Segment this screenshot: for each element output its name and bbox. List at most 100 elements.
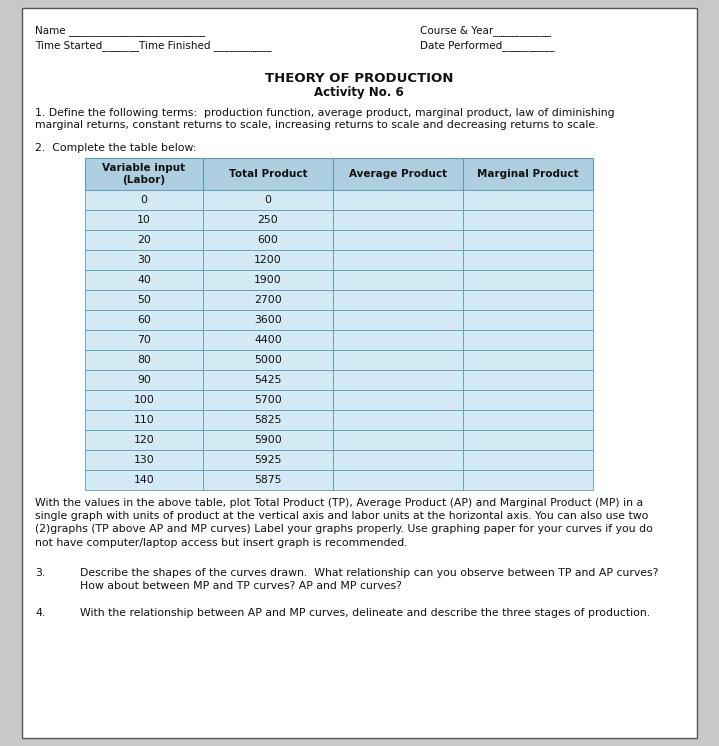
FancyBboxPatch shape [463,290,593,310]
FancyBboxPatch shape [203,410,333,430]
FancyBboxPatch shape [333,250,463,270]
FancyBboxPatch shape [333,390,463,410]
FancyBboxPatch shape [85,330,203,350]
FancyBboxPatch shape [85,158,203,190]
FancyBboxPatch shape [463,410,593,430]
Text: 70: 70 [137,335,151,345]
FancyBboxPatch shape [463,370,593,390]
FancyBboxPatch shape [333,430,463,450]
Text: Variable input
(Labor): Variable input (Labor) [102,163,186,185]
FancyBboxPatch shape [85,390,203,410]
Text: 5900: 5900 [254,435,282,445]
FancyBboxPatch shape [463,450,593,470]
Text: 20: 20 [137,235,151,245]
Text: 2700: 2700 [254,295,282,305]
Text: 4.: 4. [35,608,45,618]
FancyBboxPatch shape [333,310,463,330]
Text: 0: 0 [140,195,147,205]
Text: 5875: 5875 [255,475,282,485]
FancyBboxPatch shape [203,250,333,270]
Text: 5000: 5000 [254,355,282,365]
Text: 1. Define the following terms:  production function, average product, marginal p: 1. Define the following terms: productio… [35,108,615,130]
FancyBboxPatch shape [203,310,333,330]
FancyBboxPatch shape [463,190,593,210]
FancyBboxPatch shape [463,350,593,370]
Text: With the values in the above table, plot Total Product (TP), Average Product (AP: With the values in the above table, plot… [35,498,653,548]
FancyBboxPatch shape [463,210,593,230]
Text: 50: 50 [137,295,151,305]
FancyBboxPatch shape [85,450,203,470]
Text: 4400: 4400 [254,335,282,345]
FancyBboxPatch shape [333,370,463,390]
Text: 5925: 5925 [255,455,282,465]
FancyBboxPatch shape [463,250,593,270]
Text: 40: 40 [137,275,151,285]
FancyBboxPatch shape [333,190,463,210]
FancyBboxPatch shape [333,350,463,370]
FancyBboxPatch shape [203,470,333,490]
FancyBboxPatch shape [85,410,203,430]
FancyBboxPatch shape [333,290,463,310]
FancyBboxPatch shape [85,310,203,330]
Text: THEORY OF PRODUCTION: THEORY OF PRODUCTION [265,72,453,85]
Text: Name __________________________: Name __________________________ [35,25,206,36]
FancyBboxPatch shape [463,230,593,250]
Text: Time Started_______Time Finished ___________: Time Started_______Time Finished _______… [35,40,272,51]
Text: 2.  Complete the table below:: 2. Complete the table below: [35,143,196,153]
FancyBboxPatch shape [463,390,593,410]
FancyBboxPatch shape [85,430,203,450]
FancyBboxPatch shape [203,350,333,370]
FancyBboxPatch shape [22,8,697,738]
Text: 3.: 3. [35,568,45,578]
FancyBboxPatch shape [333,330,463,350]
Text: 250: 250 [257,215,278,225]
FancyBboxPatch shape [85,290,203,310]
Text: 600: 600 [257,235,278,245]
FancyBboxPatch shape [333,210,463,230]
FancyBboxPatch shape [85,250,203,270]
FancyBboxPatch shape [203,190,333,210]
FancyBboxPatch shape [203,270,333,290]
FancyBboxPatch shape [203,158,333,190]
FancyBboxPatch shape [85,210,203,230]
FancyBboxPatch shape [333,230,463,250]
Text: 5700: 5700 [254,395,282,405]
Text: Describe the shapes of the curves drawn.  What relationship can you observe betw: Describe the shapes of the curves drawn.… [80,568,659,591]
FancyBboxPatch shape [333,450,463,470]
Text: Date Performed__________: Date Performed__________ [420,40,555,51]
FancyBboxPatch shape [333,270,463,290]
Text: Total Product: Total Product [229,169,307,179]
Text: 30: 30 [137,255,151,265]
FancyBboxPatch shape [333,410,463,430]
Text: 10: 10 [137,215,151,225]
Text: 100: 100 [134,395,155,405]
FancyBboxPatch shape [203,430,333,450]
Text: Activity No. 6: Activity No. 6 [314,86,404,99]
FancyBboxPatch shape [463,430,593,450]
FancyBboxPatch shape [85,470,203,490]
Text: Marginal Product: Marginal Product [477,169,579,179]
Text: 80: 80 [137,355,151,365]
FancyBboxPatch shape [85,370,203,390]
Text: 3600: 3600 [254,315,282,325]
Text: 1200: 1200 [254,255,282,265]
FancyBboxPatch shape [203,370,333,390]
FancyBboxPatch shape [85,230,203,250]
Text: 0: 0 [265,195,272,205]
Text: 120: 120 [134,435,155,445]
FancyBboxPatch shape [203,230,333,250]
Text: 140: 140 [134,475,155,485]
FancyBboxPatch shape [463,310,593,330]
FancyBboxPatch shape [85,190,203,210]
Text: With the relationship between AP and MP curves, delineate and describe the three: With the relationship between AP and MP … [80,608,650,618]
FancyBboxPatch shape [463,470,593,490]
FancyBboxPatch shape [203,450,333,470]
FancyBboxPatch shape [203,390,333,410]
FancyBboxPatch shape [463,158,593,190]
Text: 5825: 5825 [255,415,282,425]
FancyBboxPatch shape [333,470,463,490]
FancyBboxPatch shape [85,350,203,370]
Text: Course & Year___________: Course & Year___________ [420,25,551,36]
Text: 130: 130 [134,455,155,465]
Text: 5425: 5425 [255,375,282,385]
